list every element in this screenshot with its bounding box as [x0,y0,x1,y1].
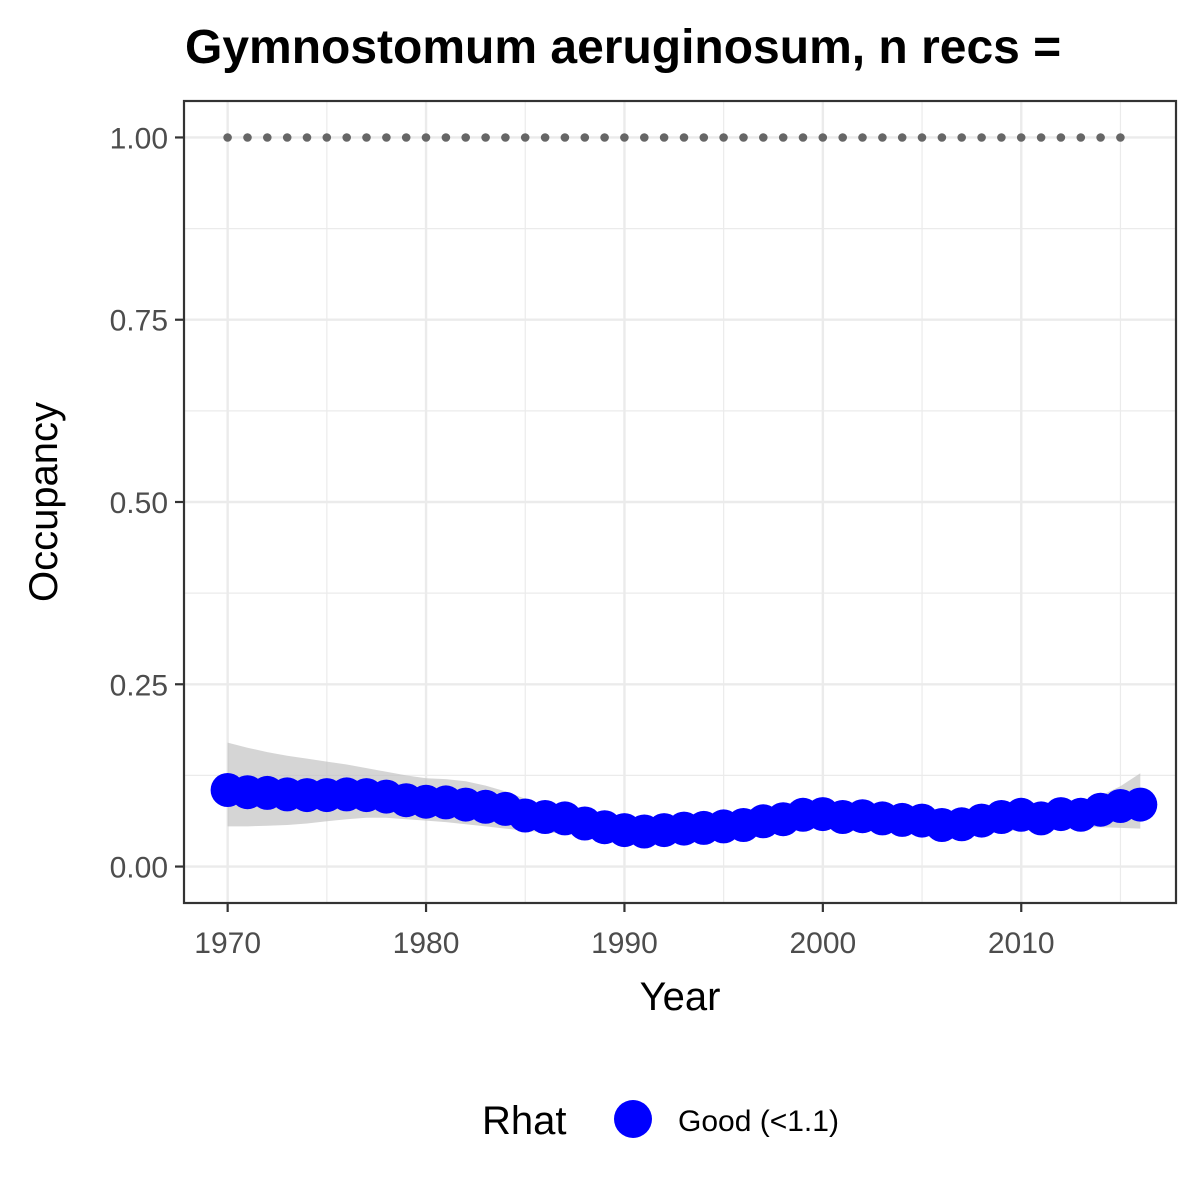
x-tick-label: 2000 [789,927,856,960]
reference-dot [342,133,352,142]
reference-dot [917,133,927,142]
y-axis: 0.00 0.25 0.50 0.75 1.00 [110,122,184,885]
reference-dot [302,133,312,142]
reference-dot [937,133,947,142]
reference-dot [1036,133,1046,142]
legend-title: Rhat [482,1099,567,1143]
y-tick-label: 1.00 [110,122,168,155]
reference-dot [481,133,490,142]
reference-dot [501,133,510,142]
reference-dot [1096,133,1105,142]
reference-dot [957,133,966,142]
reference-dot [282,133,292,142]
reference-dot [441,133,451,142]
x-tick-label: 1980 [393,927,460,960]
reference-dot [520,133,530,142]
reference-dot [640,133,649,142]
y-tick-label: 0.75 [110,305,168,338]
y-tick-label: 0.50 [110,487,168,520]
legend-key-good [614,1100,652,1138]
reference-dot [818,133,828,142]
chart-title: Gymnostomum aeruginosum, n recs = [185,21,1061,74]
legend: Rhat Good (<1.1) [482,1099,839,1143]
x-tick-label: 1990 [591,927,658,960]
x-tick-label: 1970 [194,927,261,960]
x-tick-label: 2010 [988,927,1055,960]
x-axis: 1970 1980 1990 2000 2010 [194,903,1055,960]
occupancy-points [210,773,1158,849]
reference-dot [997,133,1006,142]
reference-dot [382,133,391,142]
reference-dot [778,133,788,142]
reference-dot [243,133,252,142]
reference-dot [461,133,471,142]
y-tick-label: 0.25 [110,669,168,702]
reference-dot [580,133,590,142]
reference-dot [659,133,669,142]
reference-dot [560,133,570,142]
reference-dot [401,133,411,142]
reference-dot [798,133,808,142]
reference-dot [1056,133,1066,142]
reference-dot [322,133,332,142]
reference-dot [263,133,272,142]
reference-dot [739,133,748,142]
reference-dot [977,133,986,142]
reference-dot [362,133,371,142]
reference-dot [878,133,887,142]
x-axis-title: Year [640,975,721,1019]
reference-dot [421,133,431,142]
reference-dotted-line [223,133,1125,142]
reference-dot [1116,133,1125,142]
reference-dot [759,133,768,142]
reference-dot [897,133,907,142]
reference-dot [838,133,847,142]
reference-dot [858,133,867,142]
reference-dot [719,133,728,142]
reference-dot [600,133,609,142]
reference-dot [1076,133,1086,142]
reference-dot [223,133,232,142]
reference-dot [699,133,709,142]
reference-dot [620,133,629,142]
occupancy-point [1123,787,1158,822]
legend-label-good: Good (<1.1) [678,1105,839,1138]
reference-dot [540,133,550,142]
y-tick-label: 0.00 [110,852,168,885]
reference-dot [1016,133,1026,142]
reference-dot [679,133,689,142]
y-axis-title: Occupancy [22,402,66,602]
